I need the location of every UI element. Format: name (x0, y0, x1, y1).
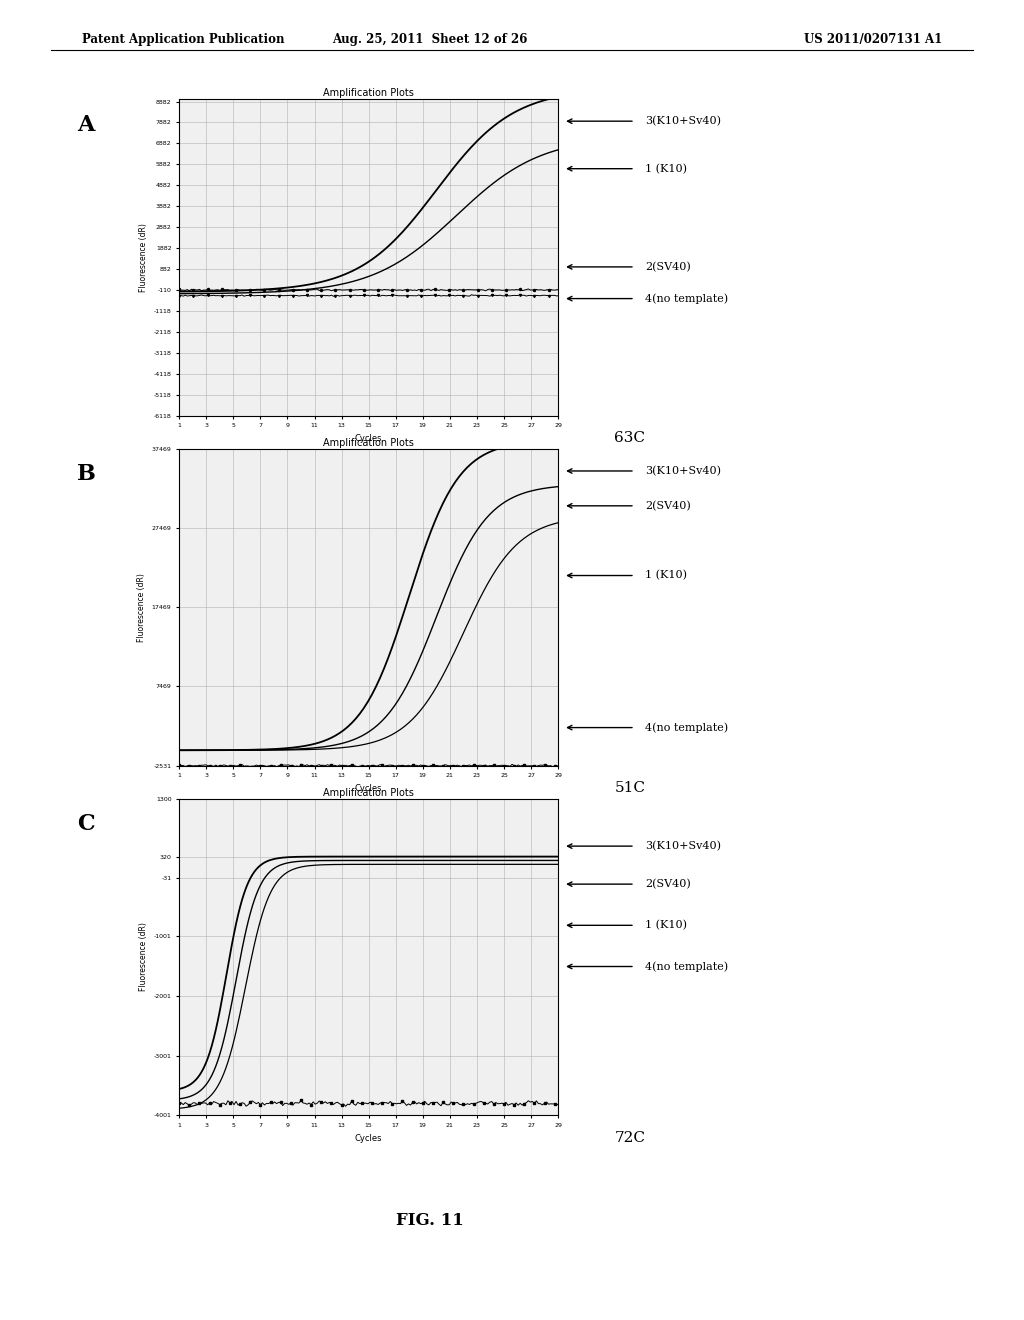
Text: 2(SV40): 2(SV40) (645, 500, 691, 511)
Text: B: B (77, 463, 95, 486)
Y-axis label: Fluorescence (dR): Fluorescence (dR) (139, 223, 148, 292)
Text: 3(K10+Sv40): 3(K10+Sv40) (645, 841, 721, 851)
X-axis label: Cycles: Cycles (355, 1134, 382, 1143)
Text: 4(no template): 4(no template) (645, 293, 728, 304)
Text: Patent Application Publication: Patent Application Publication (82, 33, 285, 46)
Text: FIG. 11: FIG. 11 (396, 1212, 464, 1229)
Text: 1 (K10): 1 (K10) (645, 920, 687, 931)
Y-axis label: Fluorescence (dR): Fluorescence (dR) (139, 923, 148, 991)
Text: 2(SV40): 2(SV40) (645, 879, 691, 890)
Text: 63C: 63C (614, 432, 645, 445)
Text: Aug. 25, 2011  Sheet 12 of 26: Aug. 25, 2011 Sheet 12 of 26 (333, 33, 527, 46)
Text: 72C: 72C (614, 1131, 645, 1144)
Title: Amplification Plots: Amplification Plots (324, 88, 414, 98)
Text: 1 (K10): 1 (K10) (645, 570, 687, 581)
Title: Amplification Plots: Amplification Plots (324, 438, 414, 447)
Text: 1 (K10): 1 (K10) (645, 164, 687, 174)
Title: Amplification Plots: Amplification Plots (324, 788, 414, 797)
Text: 3(K10+Sv40): 3(K10+Sv40) (645, 466, 721, 477)
Text: 3(K10+Sv40): 3(K10+Sv40) (645, 116, 721, 127)
Text: 4(no template): 4(no template) (645, 961, 728, 972)
Text: A: A (77, 114, 94, 136)
X-axis label: Cycles: Cycles (355, 784, 382, 793)
Text: C: C (77, 813, 94, 836)
Text: 4(no template): 4(no template) (645, 722, 728, 733)
Text: 2(SV40): 2(SV40) (645, 261, 691, 272)
Text: 51C: 51C (614, 781, 645, 795)
Y-axis label: Fluorescence (dR): Fluorescence (dR) (137, 573, 146, 642)
Text: US 2011/0207131 A1: US 2011/0207131 A1 (804, 33, 942, 46)
X-axis label: Cycles: Cycles (355, 434, 382, 444)
